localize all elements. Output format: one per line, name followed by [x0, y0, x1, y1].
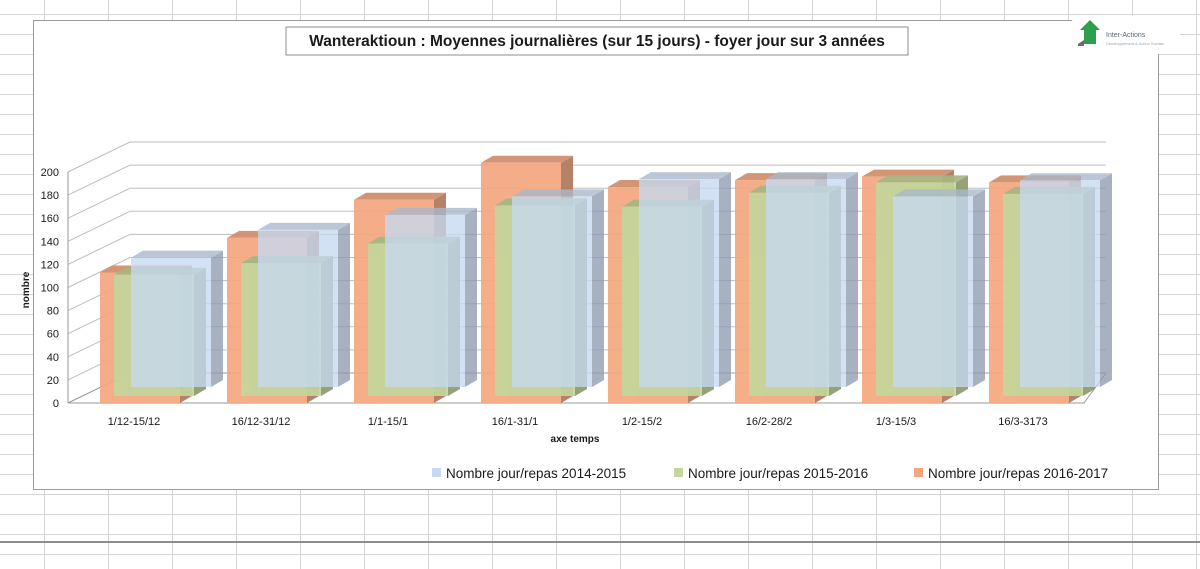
y-tick-label: 100	[41, 283, 59, 295]
gridline-side	[67, 141, 131, 173]
y-tick-label: 60	[47, 329, 59, 341]
bars	[100, 155, 1112, 403]
y-tick-label: 80	[47, 306, 59, 318]
bar-top	[1020, 173, 1112, 181]
bar-side	[211, 250, 223, 387]
bar-top	[354, 192, 446, 200]
bar-top	[876, 175, 968, 183]
logo-name: Inter-Actions	[1106, 32, 1146, 39]
bar-front	[893, 196, 973, 387]
gridline-side	[67, 210, 131, 242]
bar-1-4	[512, 189, 604, 387]
x-tick-label: 16/2-28/2	[746, 416, 792, 428]
logo-tagline: Développement & Action Sociale	[1106, 41, 1165, 46]
y-axis-ticks: 0 20 40 60 80 100 120 140 160 180 200	[41, 167, 59, 410]
bar-front	[1020, 180, 1100, 387]
bar-side	[338, 222, 350, 387]
bar-side	[973, 189, 985, 387]
legend-entry: Nombre jour/repas 2015-2016	[688, 466, 868, 481]
bar-side	[592, 189, 604, 387]
logo: Inter-Actions Développement & Action Soc…	[1072, 16, 1180, 54]
x-tick-label: 1/3-15/3	[876, 416, 916, 428]
gridline-side	[67, 233, 131, 265]
y-tick-label: 180	[41, 190, 59, 202]
bar-1-7	[893, 189, 985, 387]
y-axis-title: nombre	[21, 271, 32, 308]
legend-swatch	[432, 468, 441, 477]
gridline-side	[67, 164, 131, 196]
bar-top	[258, 222, 350, 230]
y-tick-label: 40	[47, 352, 59, 364]
x-tick-label: 1/12-15/12	[108, 416, 161, 428]
bar-1-3	[385, 207, 477, 387]
bar-top	[893, 189, 985, 197]
bar-front	[639, 179, 719, 387]
bar-front	[766, 179, 846, 387]
y-tick-label: 160	[41, 213, 59, 225]
bar-top	[512, 189, 604, 197]
title-box	[285, 26, 909, 56]
legend-swatch	[674, 468, 683, 477]
bar-1-1	[131, 250, 223, 387]
bar-front	[258, 229, 338, 387]
bar-side	[719, 172, 731, 387]
legend-entry: Nombre jour/repas 2016-2017	[928, 466, 1108, 481]
bar-1-5	[639, 172, 731, 387]
bar-top	[862, 169, 954, 177]
y-tick-label: 0	[53, 398, 59, 410]
bar-front	[385, 214, 465, 387]
y-tick-label: 120	[41, 259, 59, 271]
bar-top	[481, 155, 573, 163]
x-tick-label: 16/1-31/1	[492, 416, 538, 428]
bar-front	[512, 196, 592, 387]
x-tick-label: 1/2-15/2	[622, 416, 662, 428]
x-axis-title: axe temps	[551, 434, 600, 445]
legend-swatch	[914, 468, 923, 477]
bar-side	[465, 207, 477, 387]
legend-entry: Nombre jour/repas 2014-2015	[446, 466, 626, 481]
gridline-side	[67, 187, 131, 219]
bar-1-8	[1020, 173, 1112, 387]
x-tick-label: 1/1-15/1	[368, 416, 408, 428]
x-tick-label: 16/3-3173	[998, 416, 1048, 428]
y-tick-label: 200	[41, 167, 59, 179]
legend: Nombre jour/repas 2014-2015 Nombre jour/r…	[432, 466, 1108, 481]
house-logo-icon	[1078, 20, 1100, 46]
y-tick-label: 140	[41, 236, 59, 248]
x-tick-label: 16/12-31/12	[232, 416, 291, 428]
bar-1-2	[258, 222, 350, 387]
bar-side	[846, 172, 858, 387]
bar-1-6	[766, 172, 858, 387]
bar-top	[385, 207, 477, 215]
y-tick-label: 20	[47, 375, 59, 387]
bar-front	[131, 257, 211, 387]
gridline-side	[67, 257, 131, 288]
sheet-divider	[0, 541, 1200, 543]
bar-top	[766, 172, 858, 180]
bar-side	[1100, 173, 1112, 387]
bar-top	[131, 250, 223, 258]
chart-title: Wanteraktioun : Moyennes journalières (s…	[309, 33, 885, 50]
bar-top	[639, 172, 731, 180]
x-axis-ticks: 1/12-15/12 16/12-31/12 1/1-15/1 16/1-31/1 1/…	[108, 416, 1048, 428]
